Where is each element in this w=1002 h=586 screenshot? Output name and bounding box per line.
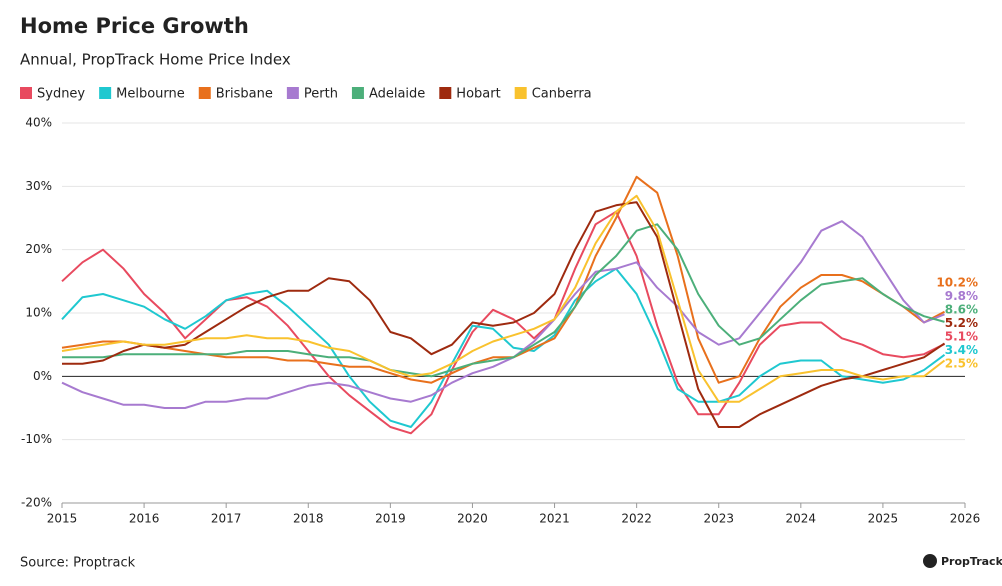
legend-label: Sydney (37, 87, 85, 102)
x-tick-label: 2025 (868, 512, 899, 526)
legend-label: Hobart (456, 87, 500, 102)
x-tick-label: 2016 (129, 512, 160, 526)
legend-label: Perth (304, 87, 338, 102)
series-line (61, 220, 945, 409)
legend-label: Brisbane (216, 87, 273, 102)
y-tick-label: 0% (33, 369, 52, 383)
end-label: 8.6% (945, 303, 978, 317)
source: Source: Proptrack (20, 556, 136, 571)
logo-icon (923, 554, 937, 568)
end-label: 3.4% (945, 343, 978, 357)
series-line (62, 201, 946, 428)
legend-swatch (286, 87, 299, 99)
x-tick-label: 2019 (375, 512, 406, 526)
x-tick-label: 2023 (703, 512, 734, 526)
y-tick-label: 30% (25, 179, 52, 193)
end-label: 5.2% (945, 316, 978, 330)
y-tick-label: 40% (25, 116, 52, 130)
y-tick-label: 20% (25, 242, 52, 256)
legend-label: Canberra (532, 87, 592, 102)
series-line (61, 194, 946, 403)
x-tick-label: 2017 (211, 512, 242, 526)
series-line (62, 223, 945, 378)
legend-swatch (439, 87, 452, 99)
chart-title: Home Price Growth (20, 14, 249, 38)
chart-subtitle: Annual, PropTrack Home Price Index (20, 51, 291, 69)
end-label: 5.1% (945, 330, 978, 344)
legend-swatch (514, 87, 527, 99)
logo: PropTrack (941, 555, 1002, 568)
end-label: 2.5% (945, 357, 978, 371)
x-tick-label: 2024 (786, 512, 817, 526)
legend-swatch (99, 87, 112, 99)
y-tick-label: 10% (25, 306, 52, 320)
y-tick-label: -20% (21, 496, 52, 510)
series-line (61, 175, 945, 384)
end-label: 10.2% (936, 276, 978, 290)
x-tick-label: 2026 (950, 512, 981, 526)
x-tick-label: 2021 (539, 512, 570, 526)
x-tick-label: 2018 (293, 512, 324, 526)
x-tick-label: 2020 (457, 512, 488, 526)
legend-swatch (351, 87, 364, 99)
legend-swatch (198, 87, 211, 99)
y-tick-label: -10% (21, 432, 52, 446)
x-tick-label: 2022 (621, 512, 652, 526)
x-tick-label: 2015 (47, 512, 78, 526)
legend-swatch (20, 87, 32, 99)
legend-label: Melbourne (116, 87, 185, 102)
legend-label: Adelaide (369, 87, 425, 102)
series-line (61, 210, 945, 435)
end-label: 9.8% (945, 289, 978, 303)
